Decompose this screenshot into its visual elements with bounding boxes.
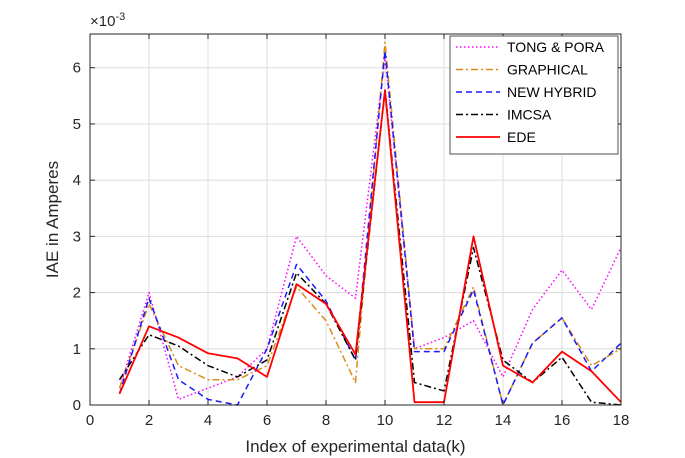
x-tick-label: 0 (86, 412, 94, 429)
x-tick-label: 4 (204, 412, 212, 429)
y-tick-label: 3 (73, 228, 81, 245)
series-line-tong-pora (118, 55, 622, 401)
legend: TONG & PORA GRAPHICAL NEW HYBRID IMCSA EDE (449, 35, 619, 155)
x-tick-label: 10 (377, 412, 394, 429)
legend-box (449, 35, 619, 155)
x-tick-label: 12 (436, 412, 453, 429)
legend-label: GRAPHICAL (507, 62, 588, 78)
y-exponent-label: ×10-3 (90, 11, 125, 30)
series-line-graphical (118, 41, 622, 406)
y-tick-label: 5 (73, 116, 81, 133)
x-tick-label: 2 (145, 412, 153, 429)
series-line-ede (118, 89, 622, 404)
legend-label: NEW HYBRID (507, 84, 596, 100)
x-tick-label: 14 (495, 412, 512, 429)
x-tick-label: 16 (554, 412, 571, 429)
y-tick-label: 6 (73, 60, 81, 77)
series-line-new-hybrid (118, 50, 622, 406)
legend-label: IMCSA (507, 107, 552, 123)
x-axis-label: Index of experimental data(k) (245, 437, 465, 456)
x-tick-label: 18 (613, 412, 630, 429)
y-axis-label: IAE in Amperes (43, 161, 62, 278)
x-tick-label: 6 (263, 412, 271, 429)
x-tick-label: 8 (322, 412, 330, 429)
plot-frame (89, 33, 622, 406)
legend-label: EDE (507, 129, 536, 145)
series-layer (118, 41, 622, 406)
y-tick-label: 2 (73, 285, 81, 302)
y-tick-label: 1 (73, 341, 81, 358)
y-tick-label: 4 (73, 172, 81, 189)
y-tick-label: 0 (73, 397, 81, 414)
legend-label: TONG & PORA (507, 39, 605, 55)
